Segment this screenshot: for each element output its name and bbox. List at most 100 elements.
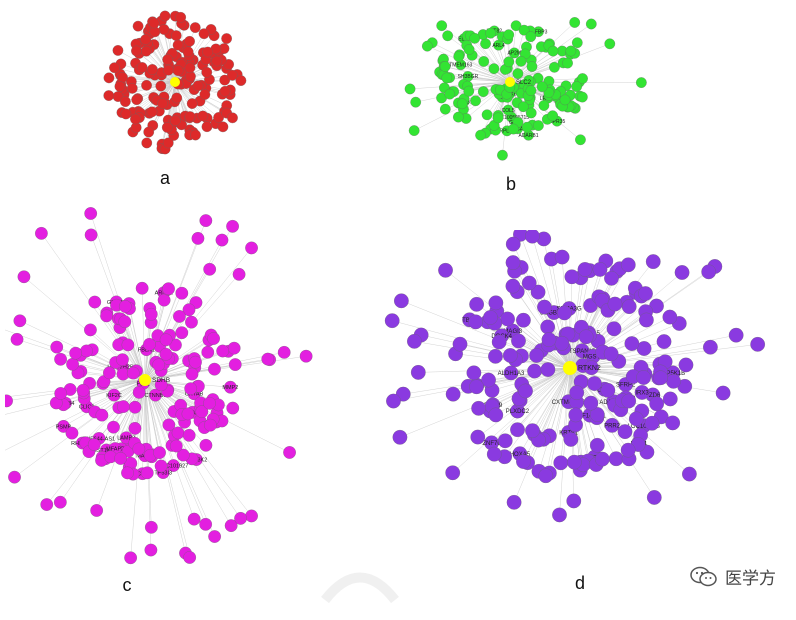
node (183, 47, 193, 57)
node (566, 46, 576, 56)
node (497, 150, 507, 160)
node (409, 125, 419, 135)
panel-d: CXTM-AS13LOC101928SCGB1C1ZNF14-AS1RAP1-A… (370, 230, 780, 600)
node (511, 334, 525, 348)
node (593, 262, 607, 276)
node (245, 242, 257, 254)
node (525, 423, 539, 437)
node-group: LOC100505715TMEM163KRT82RPL38ADARB1GGT2S… (405, 17, 647, 160)
node (184, 36, 194, 46)
node (137, 62, 147, 72)
node (579, 330, 593, 344)
node (542, 332, 556, 346)
node (155, 460, 167, 472)
node (131, 94, 141, 104)
node-label: TMEM163 (449, 62, 472, 68)
node (147, 64, 157, 74)
network-graph-c: MAGI2CTNNB1CRYABTBCEHIST1H2BDHIST2H2BCFB… (5, 195, 360, 575)
watermark: 医学方 (689, 564, 776, 589)
node (203, 263, 215, 275)
node (506, 279, 520, 293)
node (207, 332, 219, 344)
node-label: COL5 (502, 108, 515, 114)
node (587, 376, 601, 390)
node (116, 353, 128, 365)
node (645, 416, 659, 430)
node-label: IRX3 (635, 391, 649, 397)
node (569, 408, 583, 422)
node (160, 11, 170, 21)
hub-node (170, 77, 180, 87)
node (158, 294, 170, 306)
edge (142, 288, 145, 380)
node (471, 430, 485, 444)
node (572, 37, 582, 47)
node (141, 80, 151, 90)
node (475, 130, 485, 140)
node (622, 299, 636, 313)
node (657, 334, 671, 348)
node (221, 33, 231, 43)
node (84, 207, 96, 219)
node (508, 124, 518, 134)
node (200, 214, 212, 226)
node (133, 386, 145, 398)
node (516, 313, 530, 327)
panel-c: MAGI2CTNNB1CRYABTBCEHIST1H2BDHIST2H2BCFB… (5, 195, 360, 600)
node (147, 107, 157, 117)
node (513, 68, 523, 78)
node (278, 346, 290, 358)
node (445, 89, 455, 99)
wechat-icon (689, 566, 719, 588)
node (198, 111, 208, 121)
node (202, 122, 212, 132)
node (595, 452, 609, 466)
node (300, 350, 312, 362)
node (104, 73, 114, 83)
node (190, 22, 200, 32)
node (145, 544, 157, 556)
node (522, 122, 532, 132)
node (216, 345, 228, 357)
node (453, 337, 467, 351)
node (162, 122, 172, 132)
node (189, 356, 201, 368)
node (504, 57, 514, 67)
node (199, 29, 209, 39)
node (622, 394, 636, 408)
node (526, 85, 536, 95)
node (84, 324, 96, 336)
node (539, 100, 549, 110)
node (507, 495, 521, 509)
node (493, 113, 503, 123)
node (539, 469, 553, 483)
node (121, 109, 131, 119)
node (638, 286, 652, 300)
node (124, 552, 136, 564)
node (203, 397, 215, 409)
node (172, 427, 184, 439)
node (176, 287, 188, 299)
node (489, 63, 499, 73)
node (464, 86, 474, 96)
node (11, 333, 23, 345)
node (122, 339, 134, 351)
node (8, 471, 20, 483)
node (54, 387, 66, 399)
node (605, 39, 615, 49)
node (144, 127, 154, 137)
node (607, 322, 621, 336)
node (145, 308, 157, 320)
hub-node (139, 374, 151, 386)
node (703, 340, 717, 354)
node (131, 46, 141, 56)
node (234, 512, 246, 524)
hub-label: SDHB (152, 377, 170, 384)
node (245, 510, 257, 522)
node (446, 387, 460, 401)
node-group: MAGI2CTNNB1CRYABTBCEHIST1H2BDHIST2H2BCFB… (5, 207, 312, 564)
node (283, 446, 295, 458)
node (113, 45, 123, 55)
node (625, 336, 639, 350)
node (385, 313, 399, 327)
